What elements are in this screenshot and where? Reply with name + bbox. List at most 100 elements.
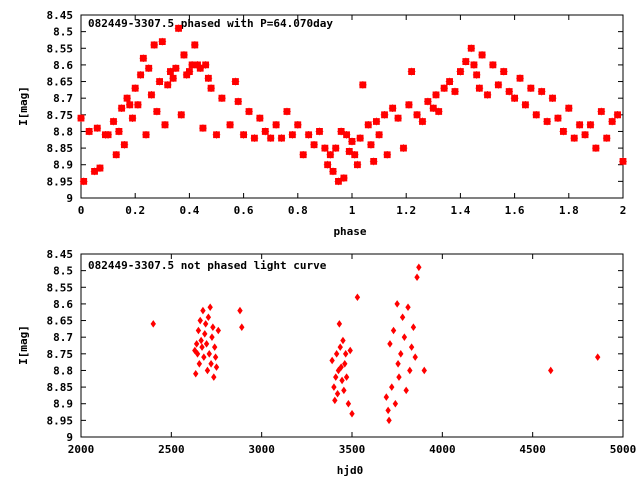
unphased-data-point (390, 326, 397, 335)
phased-data-point (245, 107, 253, 116)
unphased-data-point (204, 366, 211, 375)
phased-data-point (112, 150, 121, 159)
phased-y-tick-label: 8.45 (47, 9, 74, 22)
unphased-panel: 082449-3307.5 not phased light curve hjd… (17, 248, 636, 477)
unphased-data-point (333, 350, 340, 358)
unphased-x-tick-label: 2500 (158, 443, 185, 456)
unphased-y-axis-label: I[mag] (17, 325, 30, 365)
phased-data-point (505, 87, 513, 96)
unphased-data-point (395, 360, 401, 368)
unphased-data-point (398, 350, 404, 358)
unphased-data-point (548, 366, 554, 375)
phased-data-point (323, 160, 332, 169)
unphased-data-point (394, 300, 400, 308)
phased-data-point (499, 67, 508, 76)
phased-data-point (475, 84, 484, 92)
phased-data-point (483, 91, 492, 99)
unphased-data-point (196, 360, 203, 368)
phased-y-tick-label: 8.7 (53, 92, 73, 105)
phased-data-point (369, 157, 378, 166)
phased-data-point (342, 130, 351, 139)
phased-data-point (372, 117, 381, 126)
unphased-data-point (385, 406, 391, 415)
unphased-x-tick-label: 5000 (610, 443, 637, 456)
unphased-data-point (383, 393, 390, 401)
phased-data-point (367, 140, 375, 149)
phased-data-point (169, 74, 177, 83)
phased-x-axis-label: phase (333, 225, 366, 238)
unphased-y-tick-label: 8.6 (53, 298, 73, 311)
phased-data-point (123, 94, 131, 102)
phased-data-point (180, 51, 188, 59)
phased-data-point (261, 127, 270, 136)
unphased-x-axis-label: hjd0 (337, 464, 364, 477)
phased-data-point (559, 127, 568, 136)
phased-y-tick-label: 8.9 (53, 159, 73, 172)
phased-data-point (177, 111, 186, 119)
unphased-data-point (354, 293, 361, 302)
phased-y-axis-label: I[mag] (17, 86, 30, 126)
phased-data-point (575, 121, 584, 129)
unphased-data-point (410, 323, 417, 331)
unphased-data-point (213, 363, 220, 371)
unphased-x-tick-label: 3000 (248, 443, 275, 456)
unphased-data-point (333, 373, 339, 381)
phased-panel: 082449-3307.5 phased with P=64.070day ph… (17, 9, 627, 238)
unphased-data-point (193, 370, 199, 378)
phased-x-tick-label: 1.8 (559, 204, 579, 217)
unphased-y-tick-label: 8.55 (47, 281, 74, 294)
phased-y-tick-label: 8.75 (47, 109, 74, 122)
unphased-data-point (200, 306, 206, 315)
phased-points (77, 24, 627, 186)
unphased-y-tick-label: 8.7 (53, 331, 73, 344)
phased-data-point (161, 121, 169, 129)
phased-y-tick-label: 8.95 (47, 175, 74, 188)
phased-data-point (315, 127, 324, 136)
unphased-data-point (408, 343, 415, 351)
unphased-data-point (205, 313, 212, 321)
phased-data-point (394, 114, 402, 122)
phased-data-point (383, 150, 392, 159)
unphased-y-tick-label: 9 (66, 431, 73, 444)
unphased-data-point (203, 340, 210, 348)
phased-data-point (356, 134, 364, 142)
unphased-data-point (197, 316, 203, 325)
unphased-x-tick-label: 4500 (519, 443, 546, 456)
phased-x-tick-label: 1.2 (396, 204, 416, 217)
phased-data-point (104, 130, 112, 139)
unphased-data-point (343, 373, 350, 381)
phased-data-point (602, 134, 611, 142)
phased-data-point (592, 144, 600, 152)
unphased-data-point (237, 306, 243, 315)
unphased-data-point (336, 320, 343, 328)
phased-ticks: 0 0.2 0.4 0.6 0.8 1 1.2 1.4 1.6 1.8 2 8.45 8.5 8.55 8.… (47, 9, 627, 217)
phased-x-tick-label: 1.6 (505, 204, 525, 217)
unphased-data-point (212, 343, 218, 351)
unphased-data-point (396, 373, 402, 381)
phased-data-point (93, 124, 102, 132)
phased-data-point (380, 111, 389, 119)
phased-data-point (418, 117, 427, 126)
unphased-data-point (208, 360, 214, 368)
phased-data-point (326, 150, 335, 159)
phased-data-point (472, 71, 481, 79)
unphased-data-point (387, 340, 393, 348)
phased-data-point (204, 74, 213, 83)
phased-data-point (348, 137, 356, 146)
unphased-data-point (150, 320, 156, 328)
phased-data-point (337, 127, 345, 136)
unphased-data-point (239, 323, 245, 331)
phased-data-point (608, 117, 616, 126)
unphased-data-point (199, 343, 205, 351)
phased-data-point (174, 24, 183, 33)
phased-y-tick-label: 8.5 (53, 26, 73, 39)
unphased-data-point (414, 273, 420, 282)
phased-chart-title: 082449-3307.5 phased with P=64.070day (88, 17, 333, 30)
phased-data-point (288, 130, 297, 139)
phased-data-point (331, 144, 340, 152)
phased-data-point (115, 127, 123, 136)
phased-data-point (405, 101, 413, 109)
phased-data-point (139, 54, 148, 63)
phased-x-tick-label: 2 (620, 204, 627, 217)
